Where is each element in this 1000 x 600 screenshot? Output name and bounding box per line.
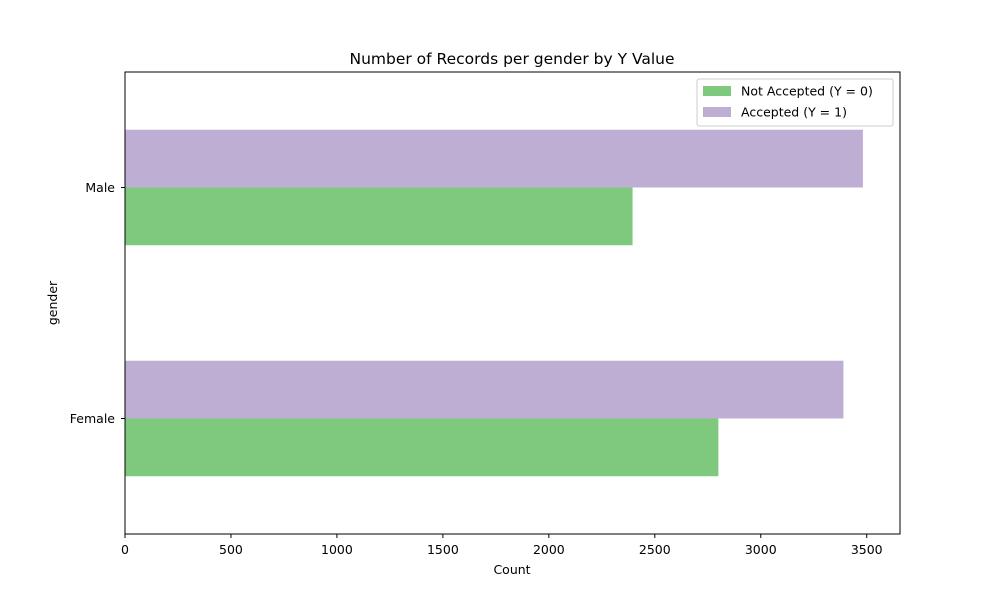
legend-label-1: Accepted (Y = 1) [741,105,847,120]
legend-swatch-0 [703,86,731,96]
chart-title: Number of Records per gender by Y Value [349,50,674,68]
legend-swatch-1 [703,107,731,117]
y-tick-label-male: Male [85,180,115,195]
y-axis-ticks: Female Male [70,180,125,426]
y-tick-label-female: Female [70,411,116,426]
bars-group [125,129,863,477]
y-axis-label: gender [45,280,60,325]
x-tick-label: 2500 [639,542,671,557]
bar-male-series-1 [125,129,863,188]
legend: Not Accepted (Y = 0) Accepted (Y = 1) [696,78,894,127]
x-tick-label: 1000 [321,542,353,557]
x-axis-ticks: 0 500 1000 1500 2000 2500 3000 3500 [121,534,883,557]
x-tick-label: 500 [219,542,243,557]
x-tick-label: 2000 [533,542,565,557]
x-tick-label: 1500 [427,542,459,557]
x-tick-label: 3500 [851,542,883,557]
x-tick-label: 3000 [745,542,777,557]
x-axis-label: Count [493,562,530,577]
plot-frame [124,71,901,535]
legend-box [696,78,894,127]
legend-label-0: Not Accepted (Y = 0) [741,84,873,99]
bar-male-series-0 [125,187,633,246]
bar-female-series-0 [125,418,719,477]
x-tick-label: 0 [121,542,129,557]
bar-female-series-1 [125,360,844,419]
